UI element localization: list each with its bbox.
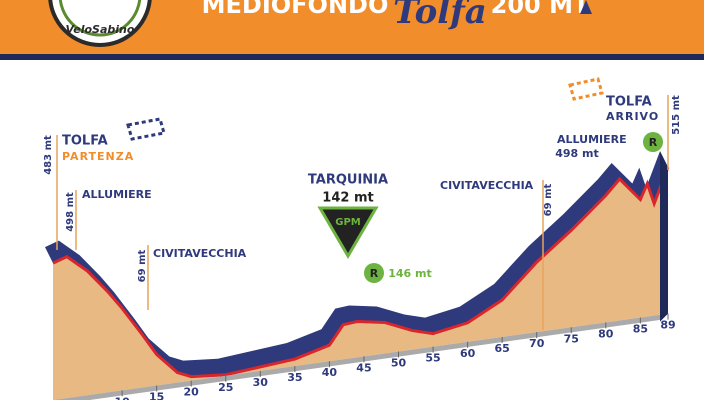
title-script: Tolfa xyxy=(393,0,487,32)
logo-ring xyxy=(58,0,142,37)
x-tick-label: 40 xyxy=(322,366,338,379)
elevation-label: 515 mt xyxy=(671,95,682,135)
x-tick-label: 30 xyxy=(253,376,269,389)
x-tick-label: 20 xyxy=(184,386,200,399)
header-rule xyxy=(0,54,704,60)
x-tick-label: 85 xyxy=(633,323,648,336)
elevation-label: 69 mt xyxy=(543,183,554,216)
profile-line xyxy=(52,166,670,379)
place-name: TOLFA xyxy=(62,134,108,149)
place-sub: PARTENZA xyxy=(62,150,134,163)
title-left: MEDIOFONDO xyxy=(202,0,389,19)
x-tick-label: 80 xyxy=(598,327,614,340)
badge-text: R xyxy=(370,267,379,280)
r-badge xyxy=(643,132,663,152)
x-tick-label: 60 xyxy=(460,347,476,360)
logo xyxy=(48,0,152,47)
ground xyxy=(53,313,668,400)
title-icon xyxy=(580,0,592,14)
badge-text: GPM xyxy=(335,217,361,228)
place-name: TOLFA xyxy=(606,95,652,110)
elevation-label: 498 mt xyxy=(65,192,76,232)
place-sub: ARRIVO xyxy=(606,110,659,123)
elevation-label: 146 mt xyxy=(388,267,432,280)
elevation-label: 142 mt xyxy=(322,191,373,206)
flag-icon xyxy=(126,117,166,141)
x-tick-label: 35 xyxy=(287,371,302,384)
profile-face xyxy=(53,167,668,400)
title-right: 200 MT xyxy=(491,0,590,19)
x-tick-label: 45 xyxy=(356,361,371,374)
profile-top xyxy=(45,151,668,377)
elevation-label: 69 mt xyxy=(137,249,148,282)
place-name: ALLUMIERE xyxy=(557,133,627,146)
place-name: ALLUMIERE xyxy=(82,188,152,201)
badge-text: R xyxy=(649,136,658,149)
x-tick-label: 50 xyxy=(391,357,407,370)
x-tick-label: 10 xyxy=(114,395,130,400)
place-name: CIVITAVECCHIA xyxy=(153,247,247,260)
x-tick-label: 15 xyxy=(149,390,164,400)
gpm-badge xyxy=(317,206,379,259)
flag-icon xyxy=(568,77,604,101)
place-name: CIVITAVECCHIA xyxy=(440,179,534,192)
x-tick-label: 65 xyxy=(495,342,510,355)
elevation-label: 498 mt xyxy=(555,147,599,160)
r-badge xyxy=(364,263,384,283)
end-wall xyxy=(660,151,668,322)
x-tick-label: 75 xyxy=(564,332,579,345)
x-tick-label: 70 xyxy=(529,337,545,350)
x-tick-label: 89 xyxy=(660,319,675,332)
place-name: TARQUINIA xyxy=(308,173,388,188)
elevation-label: 483 mt xyxy=(43,135,54,175)
x-tick-label: 25 xyxy=(218,381,233,394)
logo-text: VeloSabino xyxy=(66,23,135,36)
x-tick-label: 55 xyxy=(425,352,440,365)
